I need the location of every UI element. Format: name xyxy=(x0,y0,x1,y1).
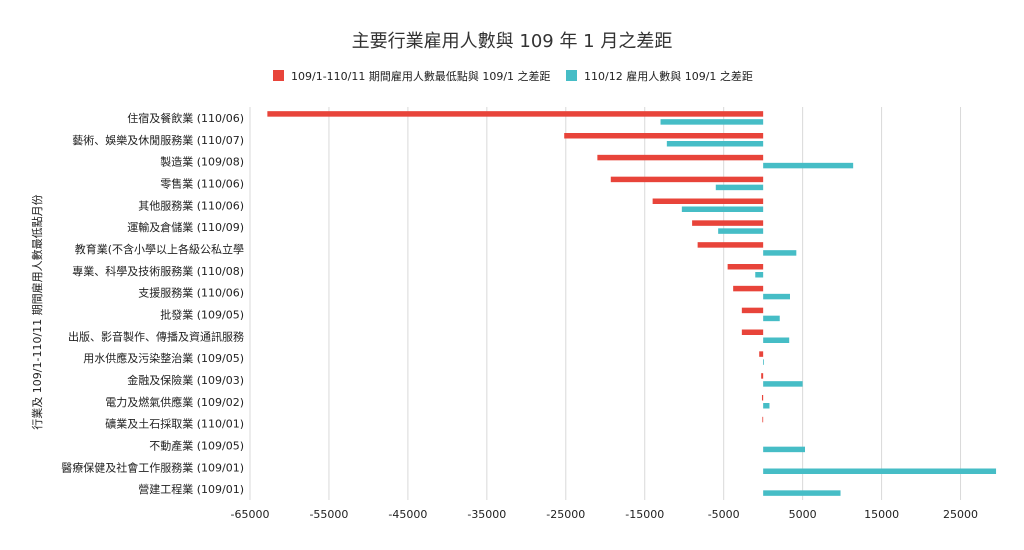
x-tick-label: 15000 xyxy=(864,508,899,521)
category-label: 出版、影音製作、傳播及資通訊服務 xyxy=(68,329,244,343)
category-labels: 住宿及餐飲業 (110/06) 藝術、娛樂及休閒服務業 (110/07) 製造業 (… xyxy=(61,111,244,496)
category-label: 藝術、娛樂及休閒服務業 (110/07) xyxy=(72,133,244,147)
chart-title: 主要行業雇用人數與 109 年 1 月之差距 xyxy=(352,31,673,52)
y-axis-title: 行業及 109/1-110/11 期間雇用人數最低點月份 xyxy=(30,194,44,429)
bar-series-1 xyxy=(267,111,764,117)
category-label: 零售業 (110/06) xyxy=(160,176,244,190)
x-tick-labels: -65000 -55000 -45000 -35000 -25000 -15000 -500… xyxy=(231,508,979,521)
bar-series-2 xyxy=(763,250,797,256)
bar-series-2 xyxy=(763,381,803,387)
x-tick-label: -5000 xyxy=(708,508,740,521)
category-label: 支援服務業 (110/06) xyxy=(138,286,244,300)
legend-label-series-1: 109/1-110/11 期間雇用人數最低點與 109/1 之差距 xyxy=(291,69,551,83)
bar-series-2 xyxy=(666,141,764,147)
bar-series-2 xyxy=(763,337,790,343)
bar-series-2 xyxy=(763,446,805,453)
bar-series-1 xyxy=(697,242,764,248)
bar-series-1 xyxy=(610,176,764,183)
category-label: 電力及燃氣供應業 (109/02) xyxy=(105,395,244,409)
bar-series-1 xyxy=(761,373,764,379)
category-label: 住宿及餐飲業 (110/06) xyxy=(127,111,244,125)
x-tick-label: -35000 xyxy=(467,508,506,521)
legend: 109/1-110/11 期間雇用人數最低點與 109/1 之差距 110/12… xyxy=(273,69,753,83)
legend-swatch-series-2 xyxy=(566,70,577,81)
bar-series-1 xyxy=(741,329,764,335)
bar-series-1 xyxy=(692,220,764,226)
category-label: 其他服務業 (110/06) xyxy=(138,198,244,212)
x-tick-label: 5000 xyxy=(789,508,817,521)
category-label: 製造業 (109/08) xyxy=(160,155,244,169)
bar-series-1 xyxy=(564,133,764,139)
category-label: 用水供應及污染整治業 (109/05) xyxy=(83,351,244,365)
bar-series-2 xyxy=(763,403,770,409)
bars xyxy=(267,111,997,496)
x-tick-label: -15000 xyxy=(625,508,664,521)
category-label: 醫療保健及社會工作服務業 (109/01) xyxy=(61,460,244,474)
x-tick-label: -65000 xyxy=(231,508,270,521)
category-label: 批發業 (109/05) xyxy=(160,307,244,321)
x-tick-label: 25000 xyxy=(943,508,978,521)
bar-series-2 xyxy=(681,206,764,212)
bar-series-1 xyxy=(597,154,764,161)
bar-series-1 xyxy=(652,198,764,204)
gridlines xyxy=(249,107,962,500)
category-label: 教育業(不含小學以上各級公私立學 xyxy=(75,242,244,256)
bar-series-2 xyxy=(763,293,790,300)
category-label: 不動產業 (109/05) xyxy=(149,438,244,452)
bar-series-2 xyxy=(763,468,997,474)
x-tick-label: -25000 xyxy=(546,508,585,521)
bar-series-2 xyxy=(763,315,780,322)
bar-series-2 xyxy=(763,162,854,169)
bar-series-2 xyxy=(763,359,764,365)
category-label: 運輸及倉儲業 (110/09) xyxy=(127,220,244,234)
legend-swatch-series-1 xyxy=(273,70,284,81)
bar-series-1 xyxy=(727,264,764,270)
category-label: 專業、科學及技術服務業 (110/08) xyxy=(72,264,244,278)
bar-series-1 xyxy=(762,416,764,423)
bar-series-1 xyxy=(733,285,764,292)
bar-series-2 xyxy=(660,119,764,125)
bar-series-1 xyxy=(761,395,764,401)
x-tick-label: -55000 xyxy=(309,508,348,521)
category-label: 營建工程業 (109/01) xyxy=(138,482,244,496)
legend-label-series-2: 110/12 雇用人數與 109/1 之差距 xyxy=(584,69,753,83)
bar-series-2 xyxy=(763,490,841,496)
category-label: 礦業及土石採取業 (110/01) xyxy=(105,417,244,431)
bar-series-2 xyxy=(755,272,764,278)
x-tick-label: -45000 xyxy=(388,508,427,521)
bar-series-2 xyxy=(718,228,764,234)
bar-series-1 xyxy=(759,351,764,357)
category-label: 金融及保險業 (109/03) xyxy=(127,373,244,387)
bar-series-2 xyxy=(715,184,764,191)
bar-series-1 xyxy=(741,307,764,314)
